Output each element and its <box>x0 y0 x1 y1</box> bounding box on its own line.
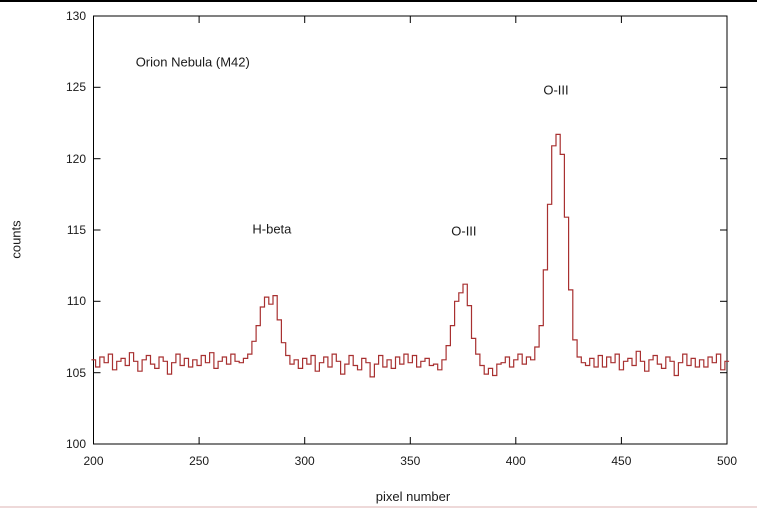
y-tick-label: 100 <box>65 437 86 451</box>
peak-label: O-III <box>543 82 569 98</box>
chart-title: Orion Nebula (M42) <box>135 54 250 70</box>
y-tick-label: 130 <box>65 9 86 23</box>
spectrum-trace <box>91 133 730 378</box>
plot-border <box>93 15 728 445</box>
y-tick-label: 110 <box>66 294 86 309</box>
x-axis-title: pixel number <box>375 489 451 504</box>
x-tick-label: 200 <box>83 454 104 468</box>
x-tick-label: 500 <box>716 454 738 468</box>
x-tick-label: 300 <box>294 454 315 468</box>
y-axis-title: counts <box>8 220 24 259</box>
x-tick-label: 400 <box>505 454 526 468</box>
y-tick-label: 105 <box>65 365 86 380</box>
y-tick-label: 115 <box>66 223 86 237</box>
y-tick-label: 125 <box>65 80 86 95</box>
peak-label: H-beta <box>252 221 292 237</box>
peak-label: O-III <box>451 223 477 239</box>
x-tick-label: 450 <box>611 454 632 468</box>
x-tick-label: 250 <box>189 454 210 468</box>
y-tick-label: 120 <box>65 151 86 166</box>
x-tick-label: 350 <box>400 454 421 468</box>
